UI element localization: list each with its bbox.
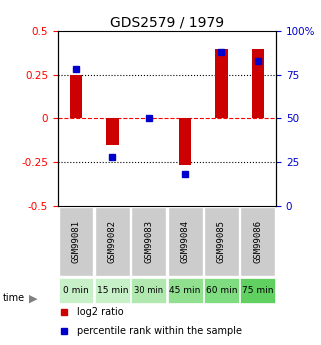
Bar	[95, 207, 130, 276]
Text: time: time	[3, 294, 25, 303]
Bar	[168, 278, 203, 303]
Text: GSM99082: GSM99082	[108, 220, 117, 263]
Text: log2 ratio: log2 ratio	[77, 307, 124, 317]
Text: 30 min: 30 min	[134, 286, 163, 295]
Text: percentile rank within the sample: percentile rank within the sample	[77, 326, 242, 336]
Bar	[240, 278, 275, 303]
Text: 60 min: 60 min	[206, 286, 237, 295]
Text: 75 min: 75 min	[242, 286, 273, 295]
Bar	[168, 207, 203, 276]
Bar	[215, 49, 228, 118]
Text: GSM99083: GSM99083	[144, 220, 153, 263]
Bar	[131, 207, 166, 276]
Text: 45 min: 45 min	[169, 286, 201, 295]
Text: 15 min: 15 min	[97, 286, 128, 295]
Bar	[240, 207, 275, 276]
Bar	[58, 207, 93, 276]
Bar	[251, 49, 264, 118]
Bar	[70, 75, 82, 118]
Bar	[204, 207, 239, 276]
Text: ▶: ▶	[29, 294, 37, 303]
Text: GSM99086: GSM99086	[253, 220, 262, 263]
Bar	[179, 118, 191, 166]
Text: GSM99081: GSM99081	[72, 220, 81, 263]
Text: 0 min: 0 min	[63, 286, 89, 295]
Text: GSM99084: GSM99084	[181, 220, 190, 263]
Bar	[95, 278, 130, 303]
Text: GSM99085: GSM99085	[217, 220, 226, 263]
Bar	[131, 278, 166, 303]
Bar	[106, 118, 119, 145]
Bar	[58, 278, 93, 303]
Bar	[204, 278, 239, 303]
Title: GDS2579 / 1979: GDS2579 / 1979	[110, 16, 224, 30]
